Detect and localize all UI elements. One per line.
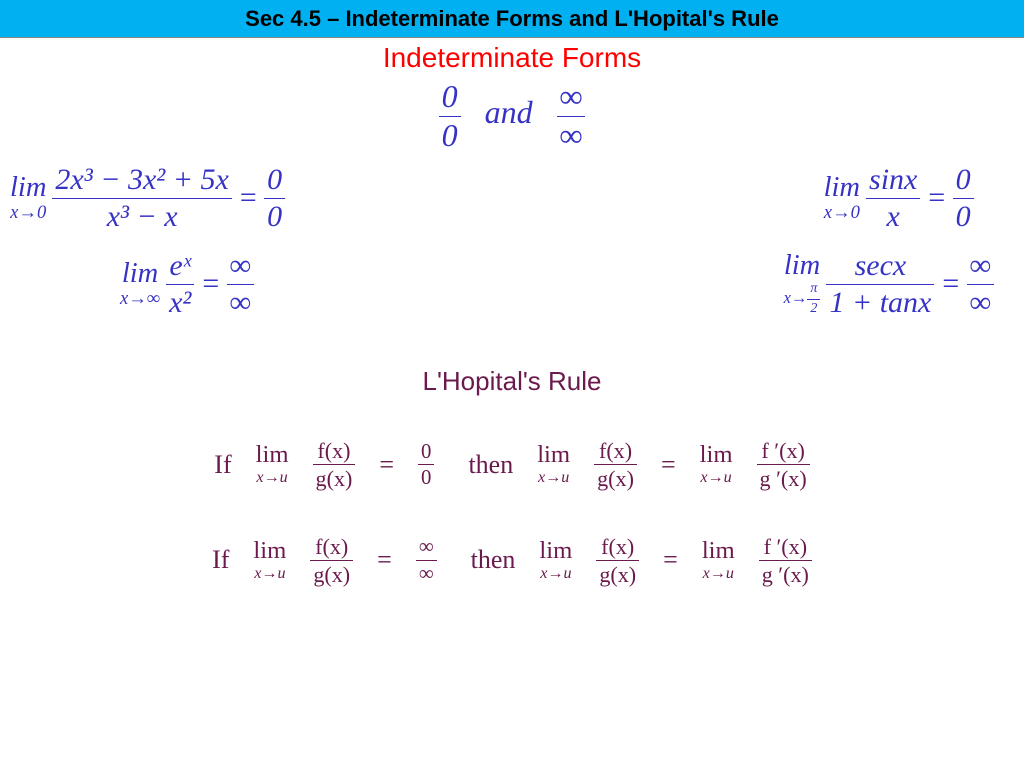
lim-sub: x→u	[540, 566, 571, 582]
if-text: If	[212, 545, 229, 575]
if-text: If	[214, 450, 231, 480]
rule-inf: If limx→u f(x)g(x) = ∞∞ then limx→u f(x)…	[212, 535, 812, 586]
fx: f(x)	[312, 535, 351, 560]
then-text: then	[471, 545, 516, 575]
ex1-num: 2x³ − 3x² + 5x	[52, 164, 231, 198]
examples-row: limx→0 2x³ − 3x² + 5x x³ − x = 0 0 limx→…	[0, 164, 1024, 318]
examples-left: limx→0 2x³ − 3x² + 5x x³ − x = 0 0 limx→…	[10, 164, 285, 318]
equals: =	[200, 267, 220, 301]
inf-num: ∞	[557, 80, 586, 116]
and-text: and	[485, 94, 533, 130]
equals: =	[663, 545, 678, 575]
lim-text: lim	[824, 174, 860, 203]
indeterminate-forms: 0 0 and ∞ ∞	[0, 80, 1024, 152]
equals: =	[379, 450, 394, 480]
lim-sub: x→u	[256, 470, 287, 486]
lim-text: lim	[253, 539, 286, 564]
lim-sub: x→u	[700, 470, 731, 486]
gx: g(x)	[310, 561, 353, 586]
lim-sub: x→π2	[784, 282, 821, 316]
fprime: f ′(x)	[761, 535, 810, 560]
section1-title: Indeterminate Forms	[0, 42, 1024, 74]
ex2-rhs-num: ∞	[227, 250, 254, 284]
zero-den: 0	[439, 117, 461, 153]
fx: f(x)	[598, 535, 637, 560]
section2-title: L'Hopital's Rule	[0, 366, 1024, 397]
rule-zero: If limx→u f(x)g(x) = 00 then limx→u f(x)…	[214, 439, 809, 490]
zero: 0	[418, 441, 434, 465]
ex1-den: x³ − x	[104, 199, 181, 233]
lim-sub: x→∞	[120, 290, 160, 309]
zero: 0	[418, 465, 434, 489]
ex2-num: eˣ	[166, 250, 194, 284]
ex4-den: 1 + tanx	[826, 285, 934, 319]
equals: =	[926, 181, 946, 215]
lim-sub: x→u	[703, 566, 734, 582]
ex2-rhs-den: ∞	[227, 285, 254, 319]
ex4-num: secx	[852, 250, 910, 284]
ex3-rhs-num: 0	[953, 164, 974, 198]
lim-text: lim	[702, 539, 735, 564]
lim-text: lim	[784, 252, 820, 281]
example-4: limx→π2 secx 1 + tanx = ∞ ∞	[784, 250, 994, 318]
lim-text: lim	[122, 260, 158, 289]
then-text: then	[468, 450, 513, 480]
gx: g(x)	[313, 465, 356, 490]
example-3: limx→0 sinx x = 0 0	[824, 164, 994, 232]
lim-sub: x→0	[824, 204, 860, 223]
gprime: g ′(x)	[757, 465, 810, 490]
lim-text: lim	[256, 443, 289, 468]
lim-text: lim	[700, 443, 733, 468]
ex4-rhs-num: ∞	[967, 250, 994, 284]
inf-den: ∞	[557, 117, 586, 153]
equals: =	[661, 450, 676, 480]
inf: ∞	[416, 561, 437, 585]
page-title: Sec 4.5 – Indeterminate Forms and L'Hopi…	[245, 6, 779, 32]
gx: g(x)	[596, 561, 639, 586]
example-2: limx→∞ eˣ x² = ∞ ∞	[120, 250, 285, 318]
fx: f(x)	[314, 439, 353, 464]
ex1-rhs-den: 0	[264, 199, 285, 233]
lim-sub: x→0	[10, 204, 46, 223]
gprime: g ′(x)	[759, 561, 812, 586]
inf: ∞	[416, 536, 437, 560]
ex4-rhs-den: ∞	[967, 285, 994, 319]
lhopital-rules: If limx→u f(x)g(x) = 00 then limx→u f(x)…	[0, 439, 1024, 586]
lim-text: lim	[537, 443, 570, 468]
zero-num: 0	[439, 80, 461, 116]
examples-right: limx→0 sinx x = 0 0 limx→π2 secx 1 + tan…	[824, 164, 994, 318]
lim-sub: x→u	[254, 566, 285, 582]
ex2-den: x²	[166, 285, 194, 319]
example-1: limx→0 2x³ − 3x² + 5x x³ − x = 0 0	[10, 164, 285, 232]
fx: f(x)	[596, 439, 635, 464]
ex3-num: sinx	[866, 164, 920, 198]
fprime: f ′(x)	[758, 439, 807, 464]
equals: =	[940, 267, 960, 301]
lim-text: lim	[10, 174, 46, 203]
ex3-rhs-den: 0	[953, 199, 974, 233]
lim-sub: x→u	[538, 470, 569, 486]
ex3-den: x	[884, 199, 903, 233]
equals: =	[377, 545, 392, 575]
equals: =	[238, 181, 258, 215]
gx: g(x)	[594, 465, 637, 490]
ex1-rhs-num: 0	[264, 164, 285, 198]
lim-text: lim	[539, 539, 572, 564]
header-bar: Sec 4.5 – Indeterminate Forms and L'Hopi…	[0, 0, 1024, 38]
